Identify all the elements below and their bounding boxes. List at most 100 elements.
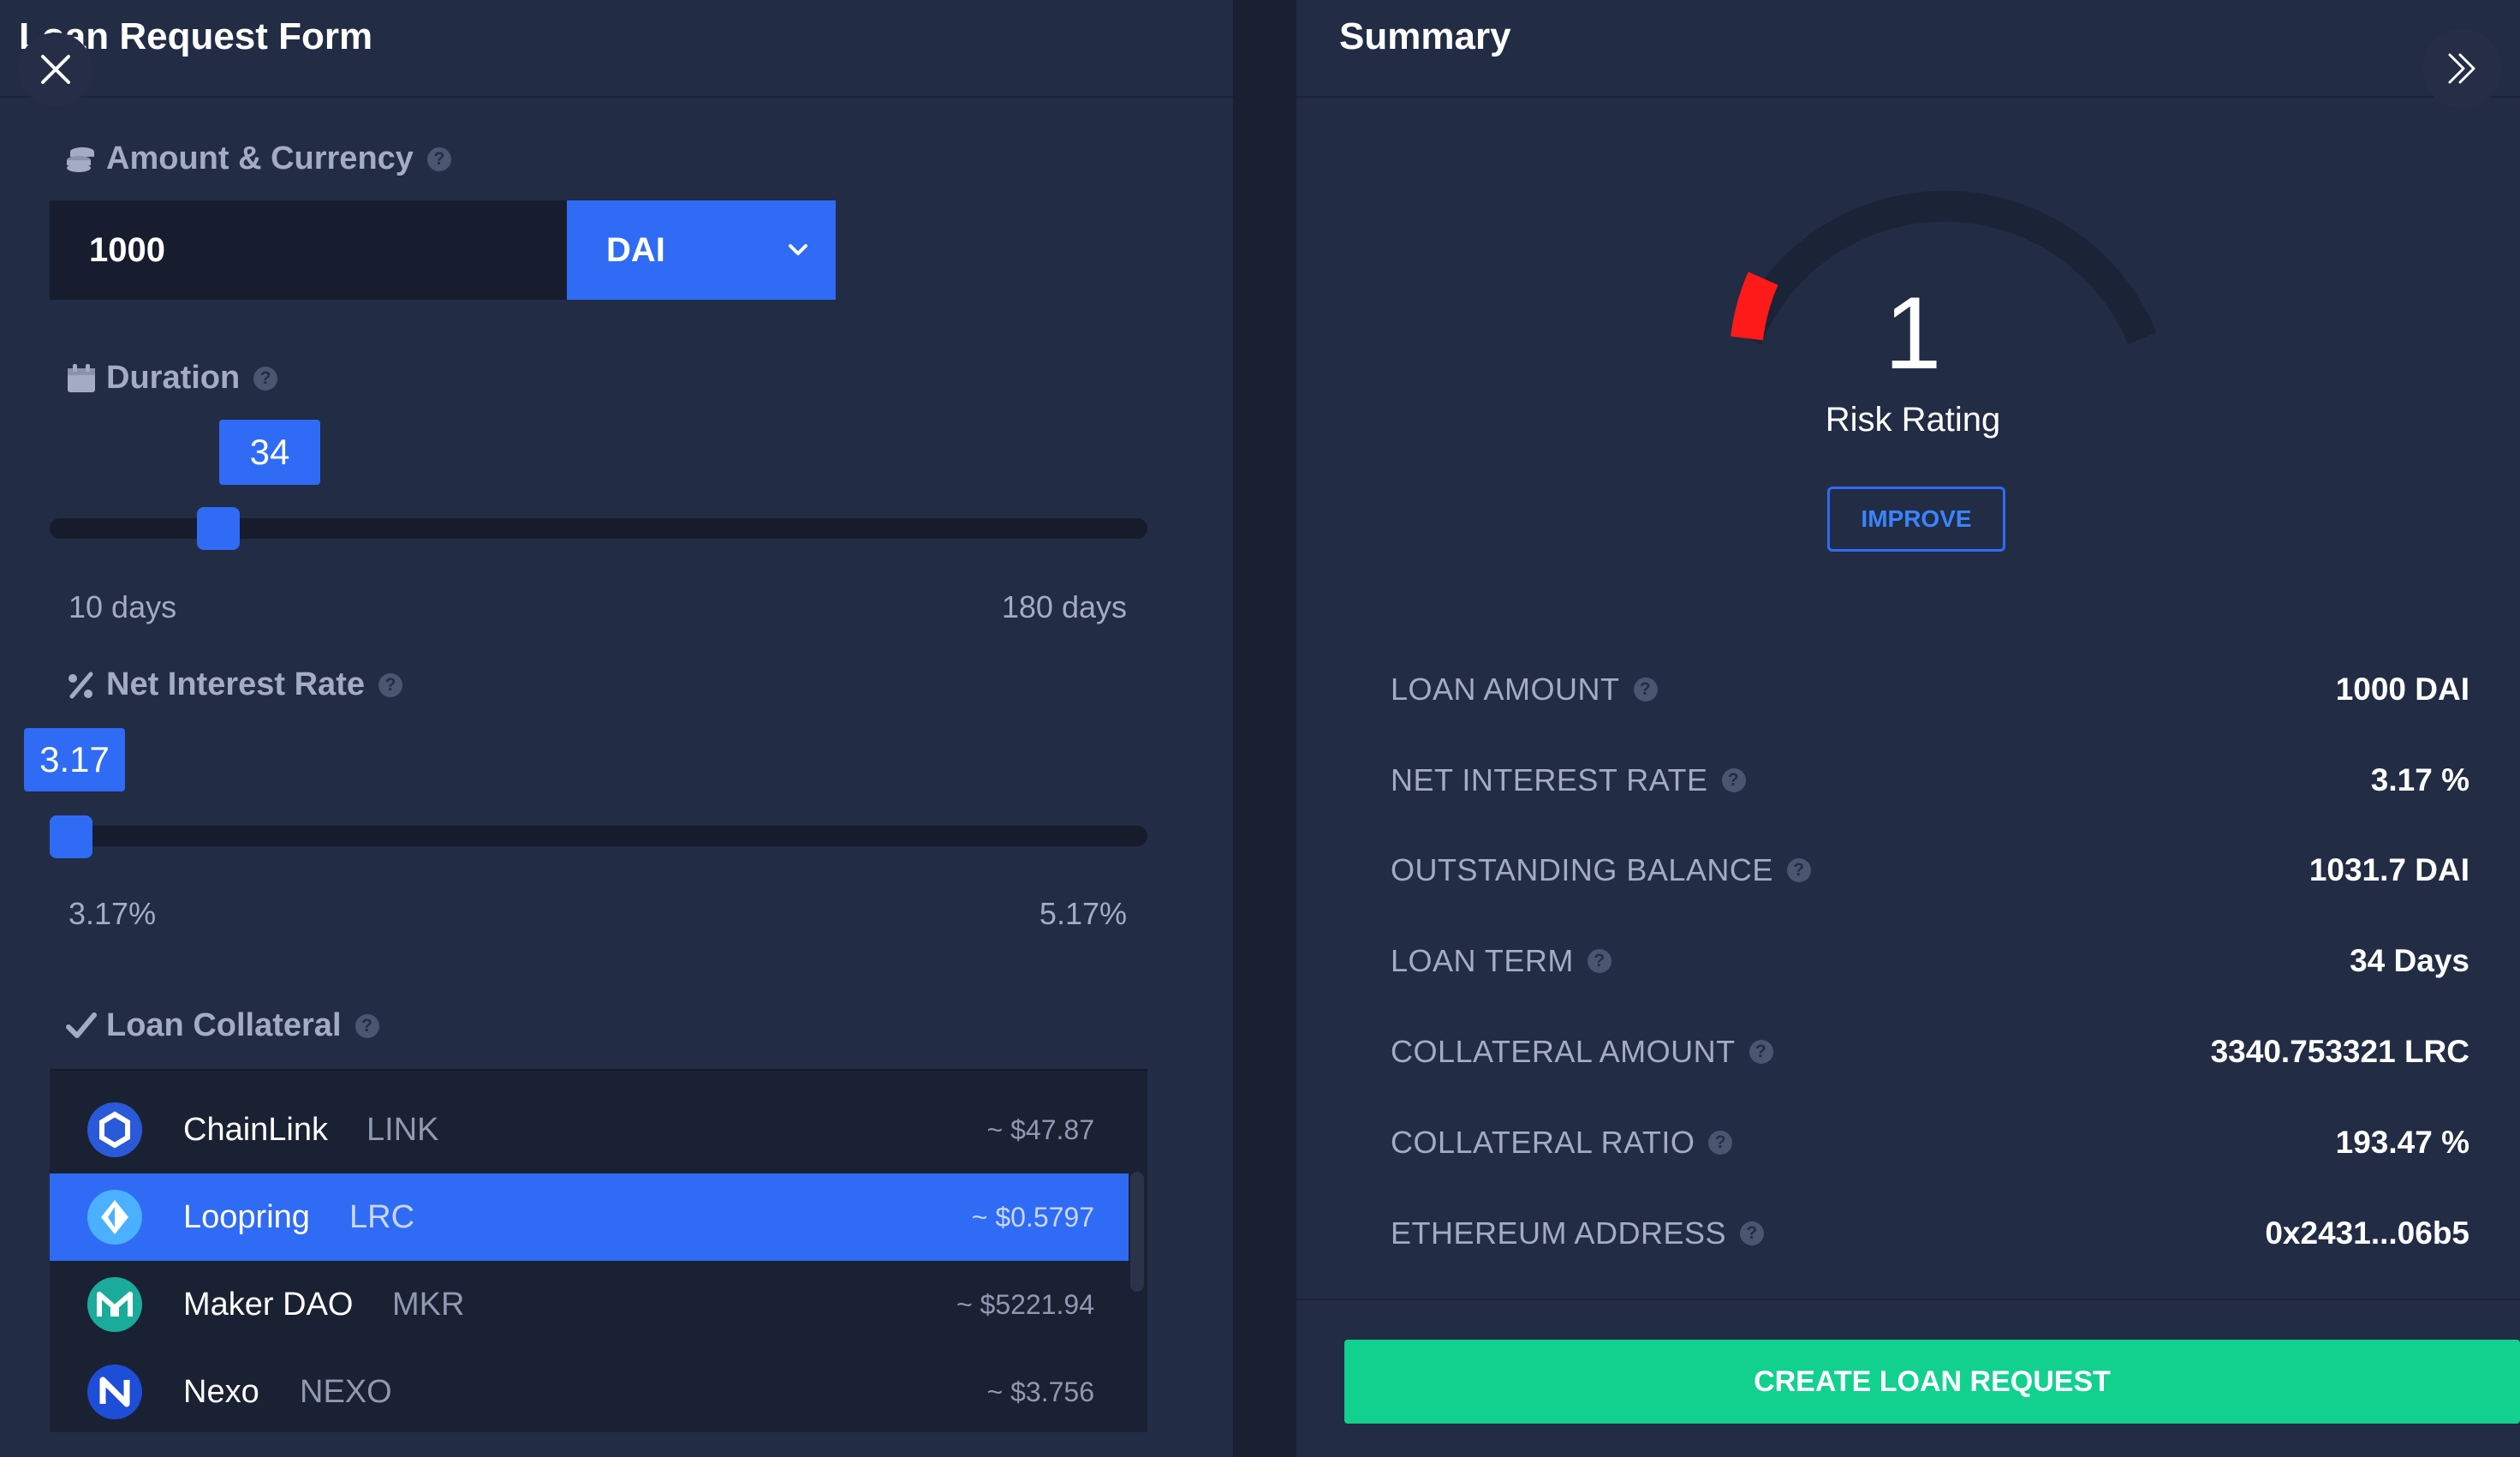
- summary-label: OUTSTANDING BALANCE?: [1391, 852, 1811, 888]
- summary-label-text: LOAN TERM: [1391, 943, 1574, 978]
- interest-max-label: 5.17%: [1039, 896, 1127, 931]
- summary-label-text: OUTSTANDING BALANCE: [1391, 852, 1773, 887]
- summary-label-text: LOAN AMOUNT: [1391, 672, 1620, 707]
- collateral-item-nexo[interactable]: Nexo NEXO ~ $3.756: [50, 1348, 1129, 1436]
- create-loan-request-button[interactable]: CREATE LOAN REQUEST: [1344, 1340, 2520, 1424]
- help-icon[interactable]: ?: [1721, 768, 1746, 792]
- coins-icon: [67, 146, 94, 172]
- currency-value: DAI: [606, 230, 665, 269]
- summary-label: NET INTEREST RATE?: [1391, 762, 1746, 798]
- summary-label-text: COLLATERAL AMOUNT: [1391, 1034, 1736, 1069]
- checkmark-icon: [66, 1012, 97, 1038]
- amount-currency-label: Amount & Currency ?: [65, 140, 451, 177]
- currency-select[interactable]: DAI: [567, 200, 836, 300]
- collateral-item-maker[interactable]: Maker DAO MKR ~ $5221.94: [50, 1261, 1129, 1348]
- close-button[interactable]: [19, 33, 92, 106]
- collateral-scrollbar[interactable]: [1130, 1172, 1144, 1292]
- percent-icon: [69, 672, 93, 698]
- help-icon[interactable]: ?: [1749, 1040, 1773, 1064]
- duration-slider-thumb[interactable]: [197, 507, 241, 550]
- summary-row-net-interest-rate: NET INTEREST RATE? 3.17 %: [1391, 762, 2469, 814]
- summary-value: 3340.753321 LRC: [2210, 1034, 2469, 1069]
- summary-value: 3.17 %: [2370, 762, 2469, 797]
- summary-row-ethereum-address: ETHEREUM ADDRESS? 0x2431...06b5: [1391, 1215, 2469, 1267]
- help-icon[interactable]: ?: [1633, 678, 1658, 702]
- summary-value: 1000 DAI: [2335, 672, 2469, 707]
- summary-label-text: COLLATERAL RATIO: [1391, 1125, 1695, 1160]
- interest-slider-thumb[interactable]: [50, 815, 92, 858]
- help-icon[interactable]: ?: [1786, 858, 1811, 882]
- chevron-down-icon: [789, 244, 807, 255]
- nexo-icon: [87, 1364, 142, 1419]
- duration-min-label: 10 days: [69, 589, 177, 624]
- form-header: Loan Request Form: [0, 0, 1233, 106]
- panel-divider: [1233, 0, 1296, 1457]
- summary-value: 0x2431...06b5: [2265, 1215, 2469, 1251]
- summary-header: Summary: [1296, 0, 2520, 108]
- duration-text: Duration: [106, 360, 241, 396]
- help-icon[interactable]: ?: [253, 366, 278, 391]
- loopring-icon: [87, 1190, 142, 1245]
- collateral-price: ~ $5221.94: [956, 1288, 1094, 1320]
- collateral-name: Loopring: [183, 1198, 310, 1235]
- help-icon[interactable]: ?: [354, 1013, 379, 1038]
- amount-currency-text: Amount & Currency: [106, 140, 414, 176]
- collateral-name: Nexo: [183, 1373, 259, 1410]
- gauge-track: [1732, 190, 2157, 344]
- double-chevron-right-icon: [2448, 53, 2475, 84]
- summary-row-outstanding-balance: OUTSTANDING BALANCE? 1031.7 DAI: [1391, 852, 2469, 904]
- calendar-icon: [68, 363, 95, 392]
- interest-rate-label: Net Interest Rate ?: [65, 666, 402, 703]
- summary-label-text: NET INTEREST RATE: [1391, 762, 1708, 797]
- collateral-name: Maker DAO: [183, 1286, 354, 1323]
- help-icon[interactable]: ?: [378, 672, 402, 697]
- summary-row-collateral-ratio: COLLATERAL RATIO? 193.47 %: [1391, 1125, 2469, 1176]
- summary-label: LOAN AMOUNT?: [1391, 672, 1658, 708]
- help-icon[interactable]: ?: [1708, 1131, 1733, 1155]
- duration-value-bubble: 34: [219, 420, 320, 485]
- collateral-price: ~ $3.756: [986, 1376, 1094, 1407]
- help-icon[interactable]: ?: [426, 146, 451, 171]
- collateral-symbol: LRC: [349, 1198, 415, 1235]
- collateral-name: ChainLink: [183, 1111, 328, 1148]
- help-icon[interactable]: ?: [1587, 949, 1611, 973]
- summary-label: LOAN TERM?: [1391, 943, 1611, 979]
- collateral-label: Loan Collateral ?: [65, 1007, 379, 1044]
- collateral-price: ~ $0.5797: [971, 1201, 1094, 1233]
- improve-button[interactable]: IMPROVE: [1827, 487, 2005, 552]
- gauge-risk-segment: [1731, 272, 1778, 341]
- interest-min-label: 3.17%: [69, 896, 157, 931]
- risk-rating-label: Risk Rating: [1825, 401, 2001, 439]
- summary-row-loan-term: LOAN TERM? 34 Days: [1391, 943, 2469, 994]
- collateral-symbol: LINK: [366, 1111, 439, 1148]
- interest-value-bubble: 3.17: [24, 728, 125, 791]
- loan-request-form-panel: Loan Request Form Amount & Currency ? DA…: [0, 0, 1233, 1457]
- collateral-price: ~ $47.87: [986, 1114, 1094, 1145]
- risk-rating-value: 1: [1884, 276, 1942, 391]
- help-icon[interactable]: ?: [1740, 1221, 1765, 1245]
- summary-value: 1031.7 DAI: [2309, 852, 2469, 887]
- summary-footer-divider: [1296, 1299, 2520, 1300]
- duration-label: Duration ?: [65, 360, 278, 397]
- summary-label: COLLATERAL AMOUNT?: [1391, 1034, 1773, 1070]
- summary-panel: Summary 1 Risk Rating IMPROVE LOAN AMOUN…: [1296, 0, 2520, 1457]
- expand-button[interactable]: [2422, 29, 2501, 108]
- summary-value: 34 Days: [2350, 943, 2469, 978]
- collateral-list: ChainLink LINK ~ $47.87 Loopring LRC ~ $…: [50, 1069, 1147, 1432]
- summary-row-loan-amount: LOAN AMOUNT? 1000 DAI: [1391, 672, 2469, 723]
- collateral-symbol: NEXO: [300, 1373, 392, 1410]
- maker-icon: [87, 1277, 142, 1332]
- summary-title: Summary: [1339, 15, 1511, 57]
- collateral-item-chainlink[interactable]: ChainLink LINK ~ $47.87: [50, 1086, 1129, 1173]
- collateral-item-loopring[interactable]: Loopring LRC ~ $0.5797: [50, 1173, 1129, 1261]
- interest-rate-text: Net Interest Rate: [106, 666, 365, 702]
- close-icon: [41, 55, 70, 84]
- summary-label: ETHEREUM ADDRESS?: [1391, 1215, 1765, 1251]
- amount-input[interactable]: [50, 200, 567, 300]
- collateral-symbol: MKR: [392, 1286, 465, 1323]
- summary-label-text: ETHEREUM ADDRESS: [1391, 1215, 1727, 1251]
- interest-slider-track[interactable]: [50, 826, 1147, 846]
- summary-label: COLLATERAL RATIO?: [1391, 1125, 1733, 1161]
- chainlink-icon: [87, 1102, 142, 1157]
